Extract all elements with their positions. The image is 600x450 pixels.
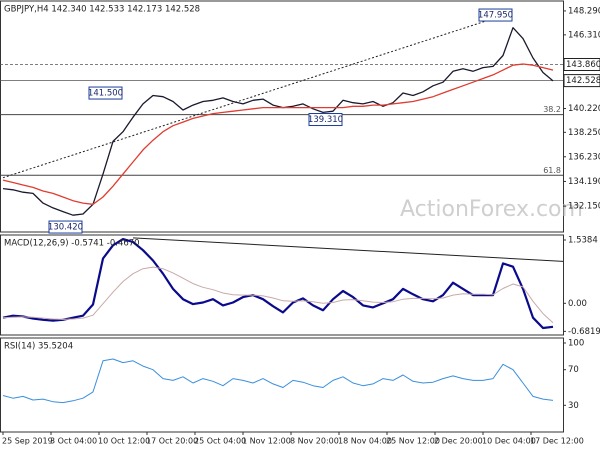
series-line (2, 27, 554, 216)
y-tick-label: 138.250 (568, 128, 600, 138)
x-tick-label: 2 Dec 20:00 (434, 437, 483, 446)
trend-line (2, 12, 511, 179)
level-box (563, 74, 600, 88)
x-tick-label: 25 Oct 04:00 (194, 437, 246, 446)
y-tick-label: 136.230 (568, 152, 600, 162)
panel-frame (0, 234, 564, 336)
watermark: ActionForex.com (400, 197, 583, 222)
panel-frame (0, 337, 564, 433)
x-tick-label: 18 Nov 04:00 (338, 437, 392, 446)
annotation-box (88, 86, 123, 100)
annotation-label: 147.950 (478, 11, 513, 21)
x-tick-label: 25 Sep 2019 (2, 437, 53, 446)
level-label: 143.860 (566, 60, 600, 70)
panel-title: MACD(12,26,9) -0.5741 -0.4670 (4, 239, 140, 249)
x-tick-label: 17 Dec 12:00 (530, 437, 584, 446)
y-tick-label: 0.00 (568, 299, 587, 309)
y-tick-label: 148.290 (568, 6, 600, 16)
x-tick-label: 8 Nov 20:00 (290, 437, 339, 446)
y-tick-label: -0.6819 (568, 327, 600, 337)
panel-frame (0, 0, 564, 233)
level-label: 142.528 (566, 76, 600, 86)
fib-label: 38.2 (543, 105, 561, 114)
panel-title: RSI(14) 35.5204 (4, 342, 73, 352)
annotation-label: 141.500 (88, 89, 123, 99)
x-tick-label: 25 Nov 12:00 (386, 437, 440, 446)
annotation-box (478, 8, 513, 22)
annotation-label: 130.420 (48, 223, 83, 233)
x-tick-label: 10 Dec 04:00 (482, 437, 536, 446)
annotation-label: 139.310 (308, 115, 343, 125)
series-line (2, 358, 554, 404)
y-tick-label: 1.5384 (568, 236, 598, 246)
y-tick-label: 30 (568, 401, 579, 411)
series-line (2, 238, 554, 330)
y-tick-label: 100 (568, 338, 584, 348)
annotation-box (308, 113, 343, 127)
x-tick-label: 17 Oct 20:00 (146, 437, 198, 446)
fib-label: 61.8 (543, 166, 561, 175)
y-tick-label: 132.150 (568, 202, 600, 212)
annotation-box (48, 220, 83, 234)
y-tick-label: 140.220 (568, 104, 600, 114)
trend-line (132, 237, 564, 262)
level-box (563, 57, 600, 71)
series-line (2, 266, 554, 324)
series-line (2, 63, 554, 205)
y-tick-label: 146.310 (568, 30, 600, 40)
x-tick-label: 1 Nov 12:00 (242, 437, 291, 446)
y-tick-label: 134.190 (568, 177, 600, 187)
x-tick-label: 10 Oct 12:00 (98, 437, 150, 446)
panel-title: GBPJPY,H4 142.340 142.533 142.173 142.52… (4, 5, 200, 15)
y-tick-label: 70 (568, 365, 579, 375)
x-tick-label: 3 Oct 04:00 (50, 437, 97, 446)
